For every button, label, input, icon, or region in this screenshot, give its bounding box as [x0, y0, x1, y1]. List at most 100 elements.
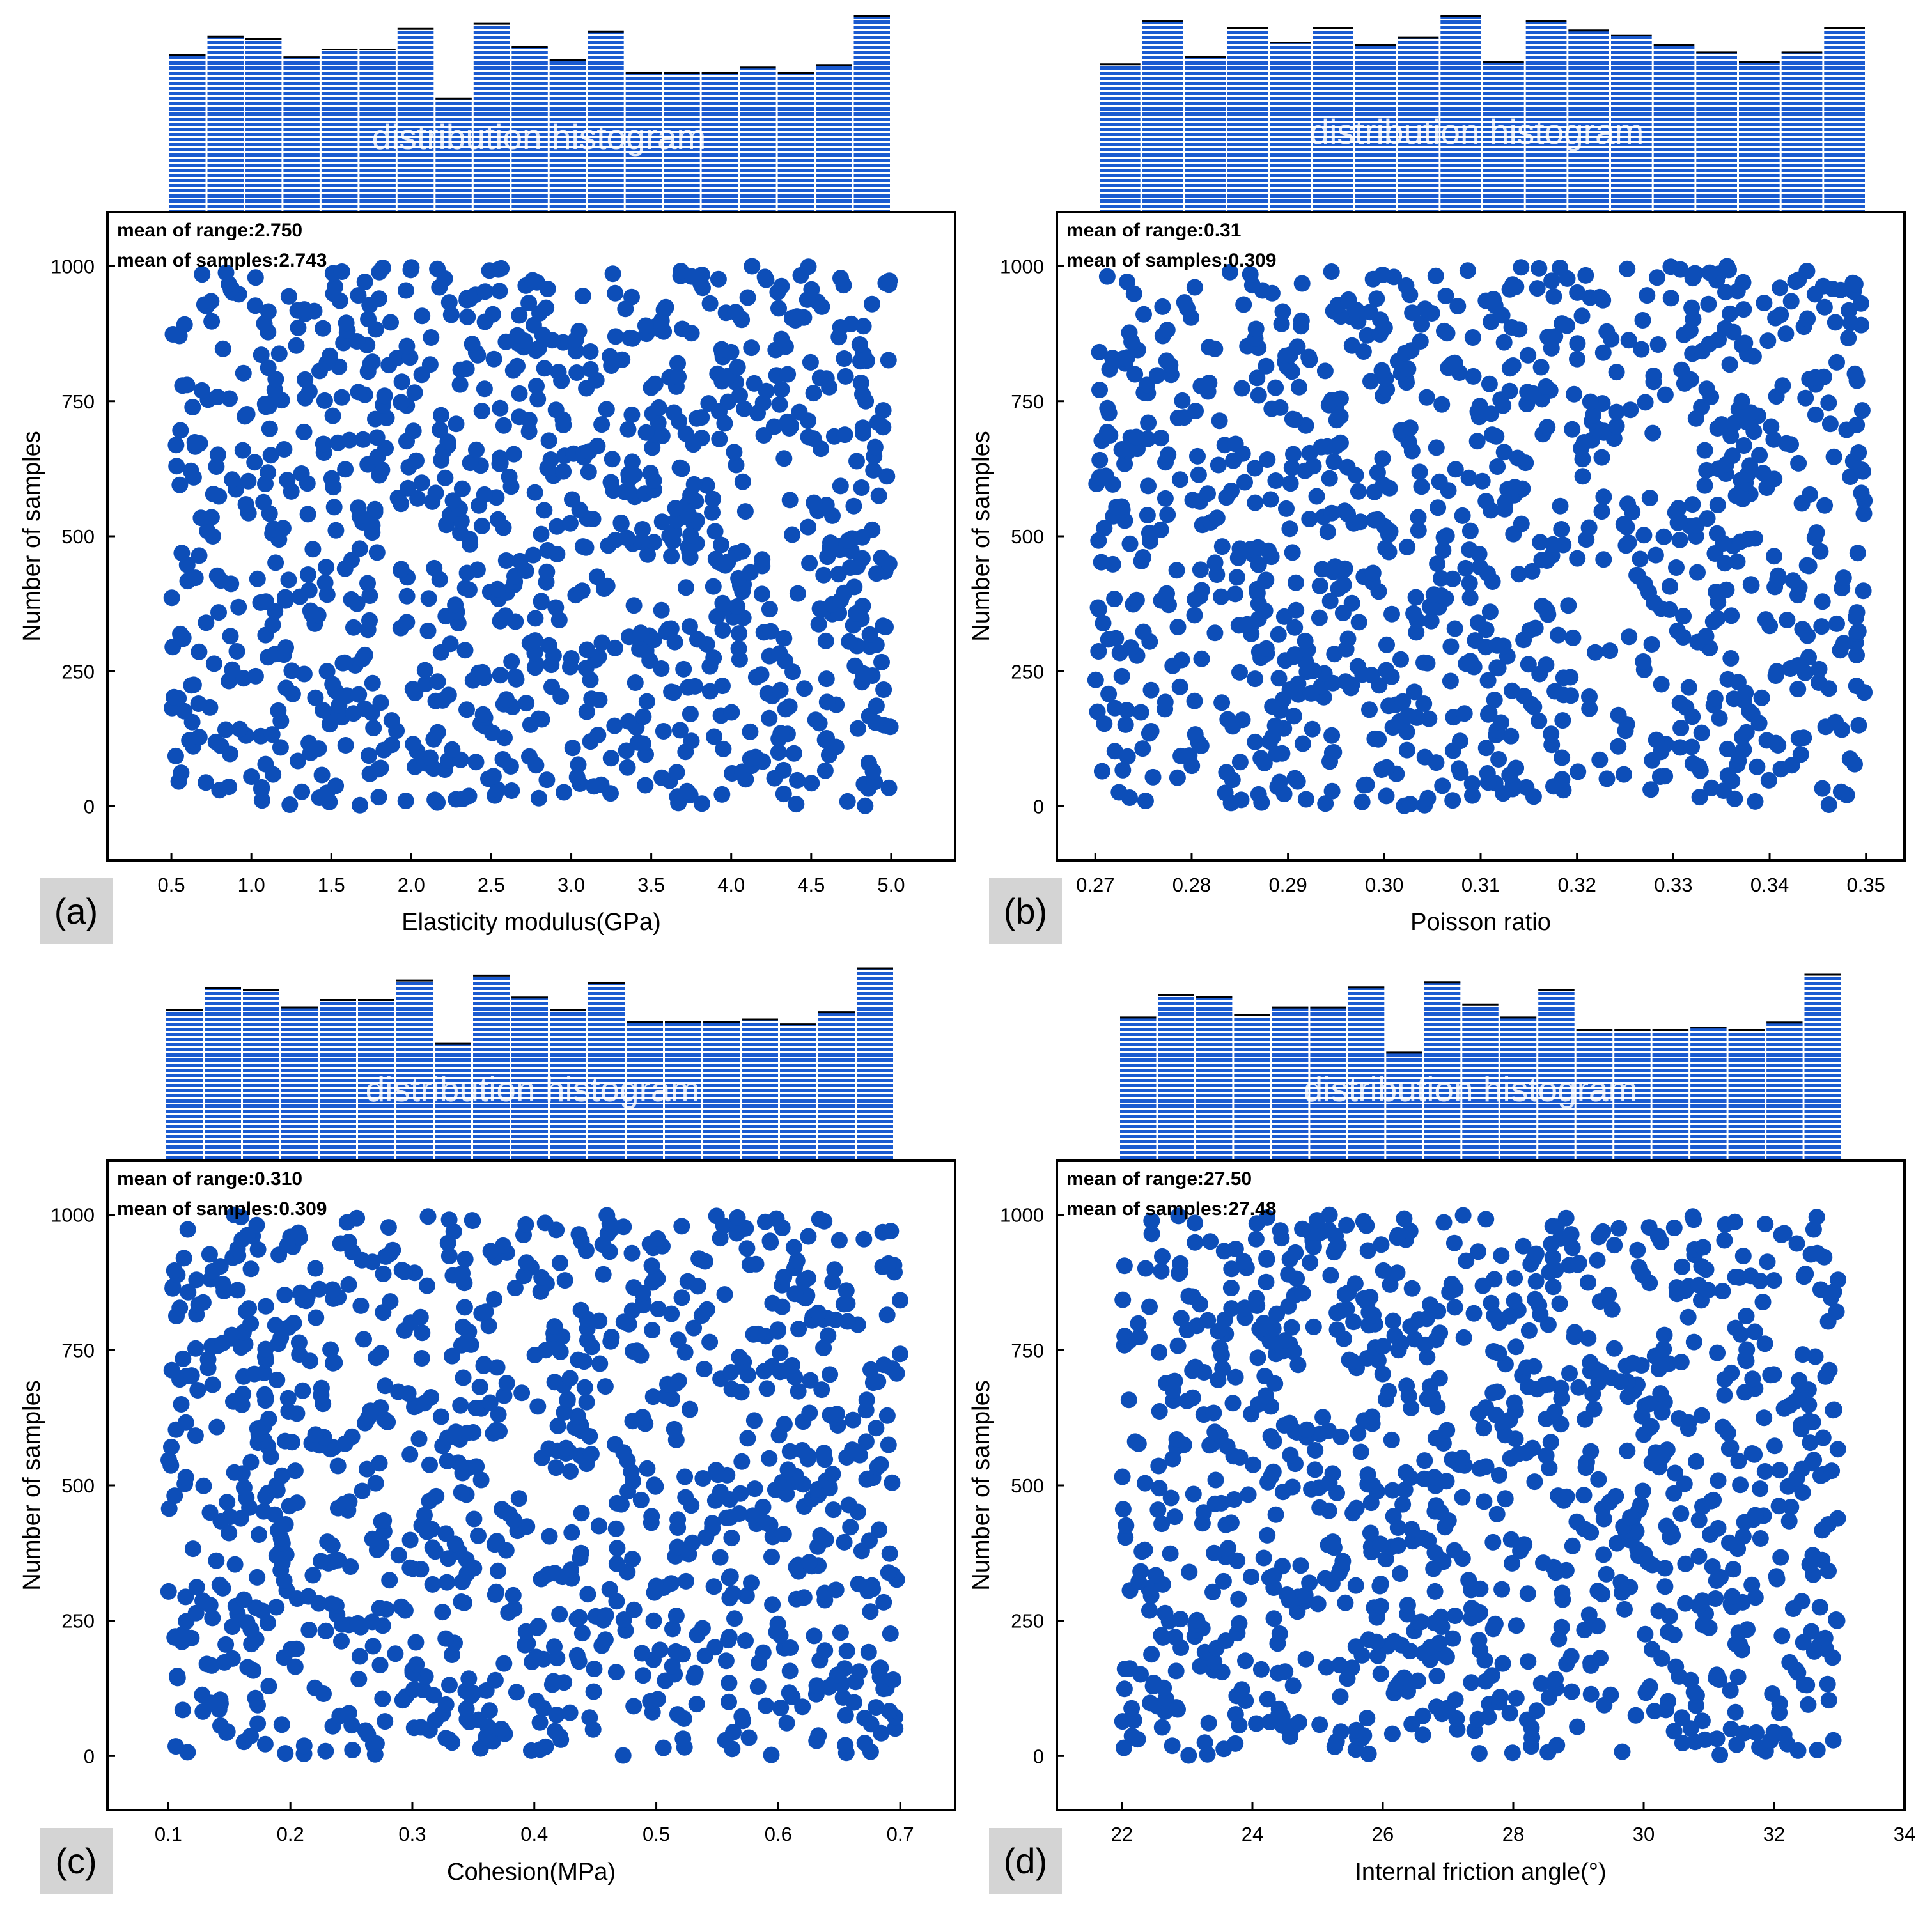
scatter-point — [749, 1325, 767, 1342]
scatter-point — [589, 437, 606, 454]
scatter-point — [255, 493, 272, 511]
scatter-point — [482, 1243, 499, 1260]
scatter-point — [781, 492, 799, 509]
scatter-point — [324, 1281, 341, 1298]
scatter-point — [1846, 365, 1864, 382]
scatter-point — [1412, 333, 1429, 350]
scatter-point — [1417, 300, 1433, 318]
scatter-point — [1427, 267, 1444, 284]
scatter-point — [669, 1538, 686, 1556]
scatter-point — [177, 1469, 194, 1486]
scatter-point — [1311, 1716, 1328, 1733]
scatter-point — [338, 314, 355, 332]
scatter-point — [203, 509, 220, 526]
scatter-point — [1118, 1517, 1135, 1534]
scatter-point — [1727, 1269, 1744, 1285]
scatter-point — [229, 1282, 246, 1299]
scatter-point — [1284, 1677, 1302, 1694]
scatter-point — [221, 779, 238, 796]
scatter-point — [1278, 500, 1295, 517]
scatter-point — [163, 1361, 180, 1379]
scatter-point — [524, 272, 541, 289]
scatter-point — [1262, 1428, 1279, 1445]
scatter-point — [1563, 1683, 1580, 1700]
scatter-point — [601, 1581, 618, 1598]
scatter-point — [1372, 1576, 1389, 1593]
scatter-point — [1480, 1708, 1497, 1726]
scatter-point — [542, 451, 559, 468]
scatter-point — [299, 566, 316, 583]
panel-tag-bg-c — [40, 1828, 113, 1894]
scatter-point — [607, 1664, 625, 1681]
scatter-point — [1614, 1743, 1631, 1760]
scatter-point — [634, 521, 651, 538]
scatter-point — [1289, 1356, 1307, 1374]
scatter-point — [380, 1219, 397, 1236]
scatter-point — [649, 1691, 666, 1708]
scatter-point — [365, 720, 382, 736]
scatter-point — [456, 1299, 473, 1316]
x-tick-label: 22 — [1111, 1823, 1133, 1845]
scatter-point — [285, 1315, 302, 1331]
scatter-point — [498, 691, 515, 708]
scatter-point — [1532, 359, 1550, 376]
scatter-point — [221, 1524, 238, 1542]
scatter-point — [1325, 744, 1343, 761]
scatter-point — [1564, 421, 1581, 438]
histogram-bar — [1355, 45, 1396, 212]
scatter-point — [1096, 520, 1113, 537]
scatter-point — [1616, 1600, 1633, 1618]
scatter-point — [857, 797, 874, 814]
scatter-point — [1132, 1563, 1149, 1580]
scatter-point — [1848, 678, 1865, 695]
scatter-point — [1841, 302, 1858, 319]
scatter-point — [255, 1503, 272, 1520]
scatter-point — [1518, 779, 1535, 796]
scatter-point — [1506, 1394, 1523, 1411]
scatter-point — [1807, 1348, 1824, 1365]
scatter-point — [1539, 419, 1556, 436]
scatter-point — [607, 639, 623, 656]
scatter-point — [1671, 1410, 1688, 1427]
scatter-point — [832, 270, 849, 287]
scatter-point — [276, 441, 293, 458]
scatter-point — [521, 748, 538, 765]
scatter-point — [775, 450, 793, 467]
scatter-point — [725, 1724, 742, 1741]
scatter-point — [1384, 1482, 1401, 1499]
scatter-point — [1454, 1449, 1471, 1466]
scatter-point — [1464, 329, 1481, 346]
scatter-point — [761, 1232, 779, 1250]
scatter-point — [663, 683, 680, 701]
scatter-point — [1532, 1675, 1550, 1692]
scatter-point — [1698, 380, 1715, 398]
scatter-point — [1206, 1423, 1224, 1441]
scatter-point — [1187, 1234, 1204, 1251]
histogram-bar — [1781, 52, 1823, 213]
scatter-point — [687, 1664, 704, 1682]
scatter-point — [832, 1624, 849, 1641]
scatter-point — [1145, 1675, 1162, 1691]
histogram-bar — [1310, 1007, 1346, 1161]
scatter-point — [1409, 1672, 1426, 1689]
scatter-point — [1683, 738, 1701, 755]
scatter-point — [1665, 1220, 1683, 1236]
scatter-point — [619, 759, 636, 776]
scatter-point — [1612, 1574, 1630, 1591]
scatter-point — [734, 473, 751, 490]
scatter-point — [468, 441, 485, 458]
scatter-point — [721, 1693, 737, 1710]
scatter-point — [716, 1286, 733, 1303]
scatter-point — [706, 523, 724, 540]
scatter-point — [880, 1564, 897, 1581]
scatter-point — [1534, 598, 1551, 614]
scatter-point — [242, 1453, 260, 1471]
scatter-point — [1158, 322, 1176, 339]
scatter-point — [1550, 626, 1567, 644]
scatter-point — [183, 1367, 200, 1384]
scatter-point — [1293, 312, 1310, 329]
scatter-point — [366, 500, 384, 518]
scatter-point — [1719, 670, 1736, 688]
scatter-point — [1116, 1680, 1133, 1698]
